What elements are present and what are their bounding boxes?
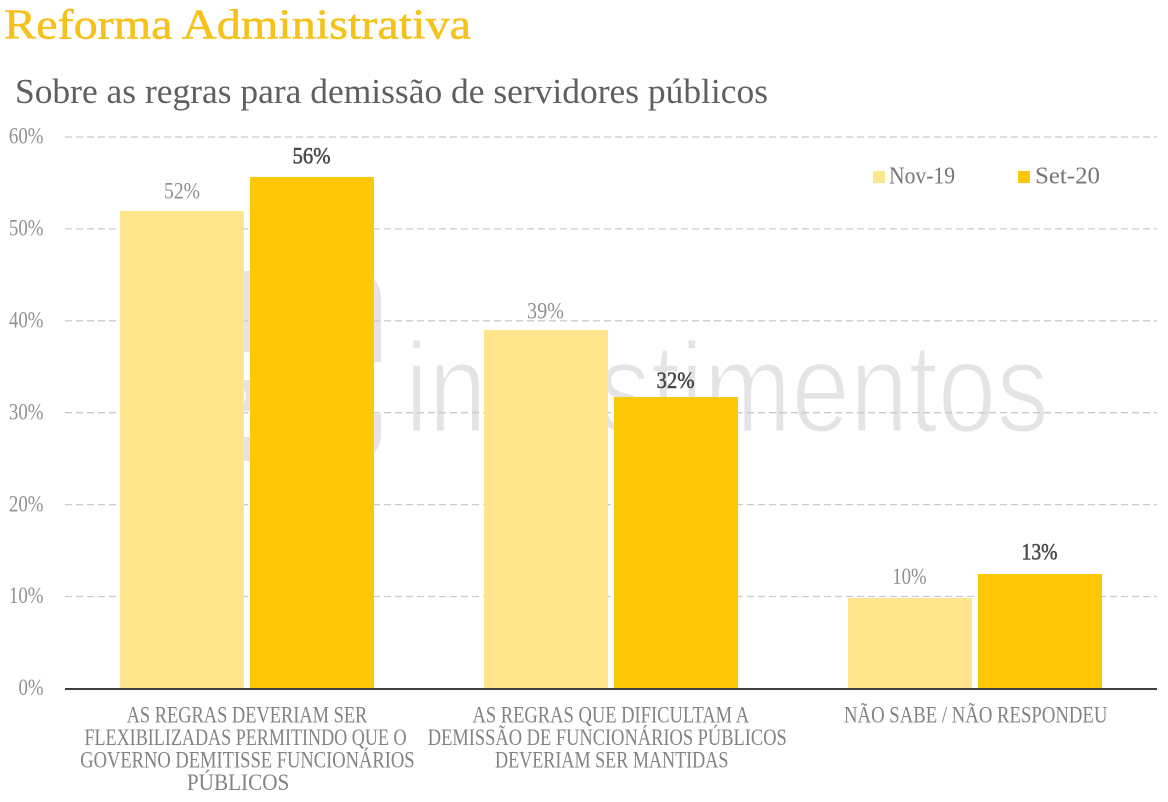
svg-text:Reforma Administrativa: Reforma Administrativa bbox=[4, 3, 471, 49]
svg-text:Set-20: Set-20 bbox=[1035, 164, 1100, 190]
svg-text:56%: 56% bbox=[293, 144, 331, 169]
svg-text:32%: 32% bbox=[657, 368, 695, 393]
svg-text:FLEXIBILIZADAS PERMITINDO QUE: FLEXIBILIZADAS PERMITINDO QUE O bbox=[84, 725, 406, 750]
svg-text:DEVERIAM SER MANTIDAS: DEVERIAM SER MANTIDAS bbox=[495, 748, 728, 773]
svg-text:52%: 52% bbox=[164, 179, 200, 204]
svg-text:NÃO SABE / NÃO RESPONDEU: NÃO SABE / NÃO RESPONDEU bbox=[844, 702, 1108, 727]
svg-text:60%: 60% bbox=[9, 124, 44, 149]
svg-text:10%: 10% bbox=[892, 564, 926, 589]
svg-text:10%: 10% bbox=[9, 583, 44, 608]
svg-text:30%: 30% bbox=[9, 399, 44, 424]
svg-text:40%: 40% bbox=[9, 308, 44, 333]
svg-text:39%: 39% bbox=[527, 298, 564, 323]
svg-text:Nov-19: Nov-19 bbox=[889, 164, 955, 190]
svg-text:AS REGRAS DEVERIAM SER: AS REGRAS DEVERIAM SER bbox=[127, 702, 368, 727]
svg-text:AS REGRAS QUE DIFICULTAM A: AS REGRAS QUE DIFICULTAM A bbox=[472, 702, 749, 727]
svg-text:13%: 13% bbox=[1022, 540, 1058, 565]
svg-text:20%: 20% bbox=[9, 491, 44, 516]
svg-text:Sobre as regras para demissão: Sobre as regras para demissão de servido… bbox=[15, 72, 768, 111]
svg-text:GOVERNO DEMITISSE FUNCIONÁRIOS: GOVERNO DEMITISSE FUNCIONÁRIOS bbox=[80, 748, 414, 773]
svg-text:PÚBLICOS: PÚBLICOS bbox=[187, 769, 289, 795]
svg-text:DEMISSÃO DE FUNCIONÁRIOS PÚBLI: DEMISSÃO DE FUNCIONÁRIOS PÚBLICOS bbox=[428, 724, 787, 750]
svg-text:50%: 50% bbox=[9, 216, 44, 241]
svg-text:0%: 0% bbox=[19, 675, 44, 700]
